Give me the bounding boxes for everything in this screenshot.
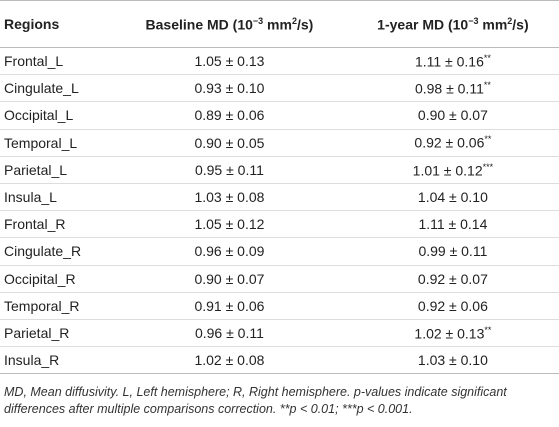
- text: 1.01 ± 0.12: [412, 162, 483, 179]
- value-cell: 0.89 ± 0.06: [112, 101, 347, 130]
- region-cell: Cingulate_L: [0, 74, 113, 103]
- text: 0.90 ± 0.05: [194, 134, 265, 151]
- superscript: 2: [507, 15, 513, 26]
- superscript: ***: [482, 161, 494, 172]
- value-cell: 0.90 ± 0.05: [112, 129, 347, 157]
- data-table: Regions Baseline MD (10−3 mm2/s) 1-year MD…: [0, 0, 559, 375]
- value-cell: 1.05 ± 0.13: [112, 47, 347, 76]
- value-cell: 0.93 ± 0.10: [112, 74, 347, 103]
- value-cell: 0.98 ± 0.11**: [346, 74, 559, 103]
- table-row: Occipital_L 0.89 ± 0.06 0.90 ± 0.07: [0, 101, 559, 130]
- text: 1.11 ± 0.16: [414, 53, 484, 70]
- value-cell: 0.90 ± 0.07: [346, 101, 559, 130]
- text: mm: [478, 16, 508, 33]
- region-cell: Temporal_R: [0, 292, 113, 320]
- value-cell: 0.92 ± 0.06**: [346, 129, 559, 157]
- text: 1.05 ± 0.12: [194, 216, 265, 233]
- value-cell: 1.01 ± 0.12***: [346, 156, 559, 184]
- superscript: **: [484, 134, 492, 145]
- table-row: Frontal_L 1.05 ± 0.13 1.11 ± 0.16**: [0, 47, 559, 76]
- region-cell: Parietal_L: [0, 156, 113, 184]
- region-cell: Temporal_L: [0, 129, 113, 157]
- value-cell: 1.02 ± 0.08: [112, 346, 347, 375]
- superscript: **: [484, 324, 492, 335]
- text: /s): [296, 16, 314, 33]
- superscript: 2: [291, 15, 297, 26]
- text: 0.95 ± 0.11: [194, 161, 264, 178]
- text: 1.03 ± 0.10: [417, 352, 488, 369]
- text: 0.90 ± 0.07: [417, 107, 488, 124]
- text: 0.89 ± 0.06: [194, 107, 265, 124]
- text: 1-year MD (10: [377, 16, 469, 33]
- region-cell: Occipital_L: [0, 101, 113, 130]
- value-cell: 1.04 ± 0.10: [346, 183, 559, 212]
- text: Regions: [4, 16, 60, 32]
- region-cell: Occipital_R: [0, 265, 113, 293]
- table-row: Parietal_L 0.95 ± 0.11 1.01 ± 0.12***: [0, 156, 559, 184]
- superscript: **: [483, 79, 491, 90]
- text: 1.05 ± 0.13: [194, 53, 265, 70]
- text: 0.93 ± 0.10: [194, 80, 265, 97]
- text: 0.90 ± 0.07: [194, 270, 265, 287]
- region-cell: Insula_R: [0, 346, 113, 375]
- text: 1.11 ± 0.14: [418, 216, 488, 233]
- text: 1.04 ± 0.10: [417, 189, 488, 206]
- text: Baseline MD (10: [145, 16, 253, 33]
- column-header: Regions: [0, 0, 113, 48]
- value-cell: 1.03 ± 0.08: [112, 183, 347, 212]
- text: 0.96 ± 0.11: [194, 324, 264, 341]
- table-row: Temporal_R 0.91 ± 0.06 0.92 ± 0.06: [0, 292, 559, 320]
- text: 1.03 ± 0.08: [194, 189, 265, 206]
- value-cell: 1.11 ± 0.16**: [346, 47, 559, 76]
- region-cell: Insula_L: [0, 183, 113, 212]
- table-body: Frontal_L 1.05 ± 0.13 1.11 ± 0.16** Cingula…: [0, 47, 559, 375]
- table-row: Insula_L 1.03 ± 0.08 1.04 ± 0.10: [0, 183, 559, 212]
- value-cell: 1.03 ± 0.10: [346, 346, 559, 375]
- column-header: Baseline MD (10−3 mm2/s): [112, 0, 347, 48]
- column-header: 1-year MD (10−3 mm2/s): [346, 0, 559, 48]
- superscript: −3: [468, 15, 479, 26]
- value-cell: 0.95 ± 0.11: [112, 156, 347, 184]
- text: 0.92 ± 0.06: [414, 134, 485, 151]
- value-cell: 1.02 ± 0.13**: [346, 319, 559, 348]
- value-cell: 0.92 ± 0.07: [346, 265, 559, 293]
- text: 0.96 ± 0.09: [194, 243, 265, 260]
- table-row: Occipital_R 0.90 ± 0.07 0.92 ± 0.07: [0, 265, 559, 293]
- text: 0.92 ± 0.06: [417, 297, 488, 314]
- value-cell: 0.90 ± 0.07: [112, 265, 347, 293]
- text: 1.02 ± 0.13: [414, 325, 485, 342]
- value-cell: 0.96 ± 0.09: [112, 237, 347, 266]
- region-cell: Frontal_R: [0, 210, 113, 239]
- table-row: Temporal_L 0.90 ± 0.05 0.92 ± 0.06**: [0, 129, 559, 157]
- value-cell: 0.92 ± 0.06: [346, 292, 559, 320]
- value-cell: 1.11 ± 0.14: [346, 210, 559, 239]
- header-row: Regions Baseline MD (10−3 mm2/s) 1-year MD…: [0, 0, 559, 48]
- table-row: Cingulate_R 0.96 ± 0.09 0.99 ± 0.11: [0, 237, 559, 266]
- value-cell: 0.96 ± 0.11: [112, 319, 347, 348]
- table-row: Insula_R 1.02 ± 0.08 1.03 ± 0.10: [0, 346, 559, 375]
- text: 0.92 ± 0.07: [417, 270, 488, 287]
- superscript: **: [483, 52, 491, 63]
- region-cell: Frontal_L: [0, 47, 113, 76]
- text: mm: [263, 16, 292, 33]
- table-row: Cingulate_L 0.93 ± 0.10 0.98 ± 0.11**: [0, 74, 559, 103]
- region-cell: Cingulate_R: [0, 237, 113, 266]
- region-cell: Parietal_R: [0, 319, 113, 348]
- text: 0.91 ± 0.06: [194, 297, 265, 314]
- text: 1.02 ± 0.08: [194, 352, 265, 369]
- footnote: MD, Mean diffusivity. L, Left hemisphere…: [4, 385, 507, 417]
- table-row: Frontal_R 1.05 ± 0.12 1.11 ± 0.14: [0, 210, 559, 239]
- superscript: −3: [252, 15, 264, 26]
- table-row: Parietal_R 0.96 ± 0.11 1.02 ± 0.13**: [0, 319, 559, 348]
- value-cell: 1.05 ± 0.12: [112, 210, 347, 239]
- text: 0.99 ± 0.11: [418, 243, 488, 260]
- text: /s): [512, 16, 529, 33]
- value-cell: 0.91 ± 0.06: [112, 292, 347, 320]
- text: 0.98 ± 0.11: [414, 80, 484, 97]
- value-cell: 0.99 ± 0.11: [346, 237, 559, 266]
